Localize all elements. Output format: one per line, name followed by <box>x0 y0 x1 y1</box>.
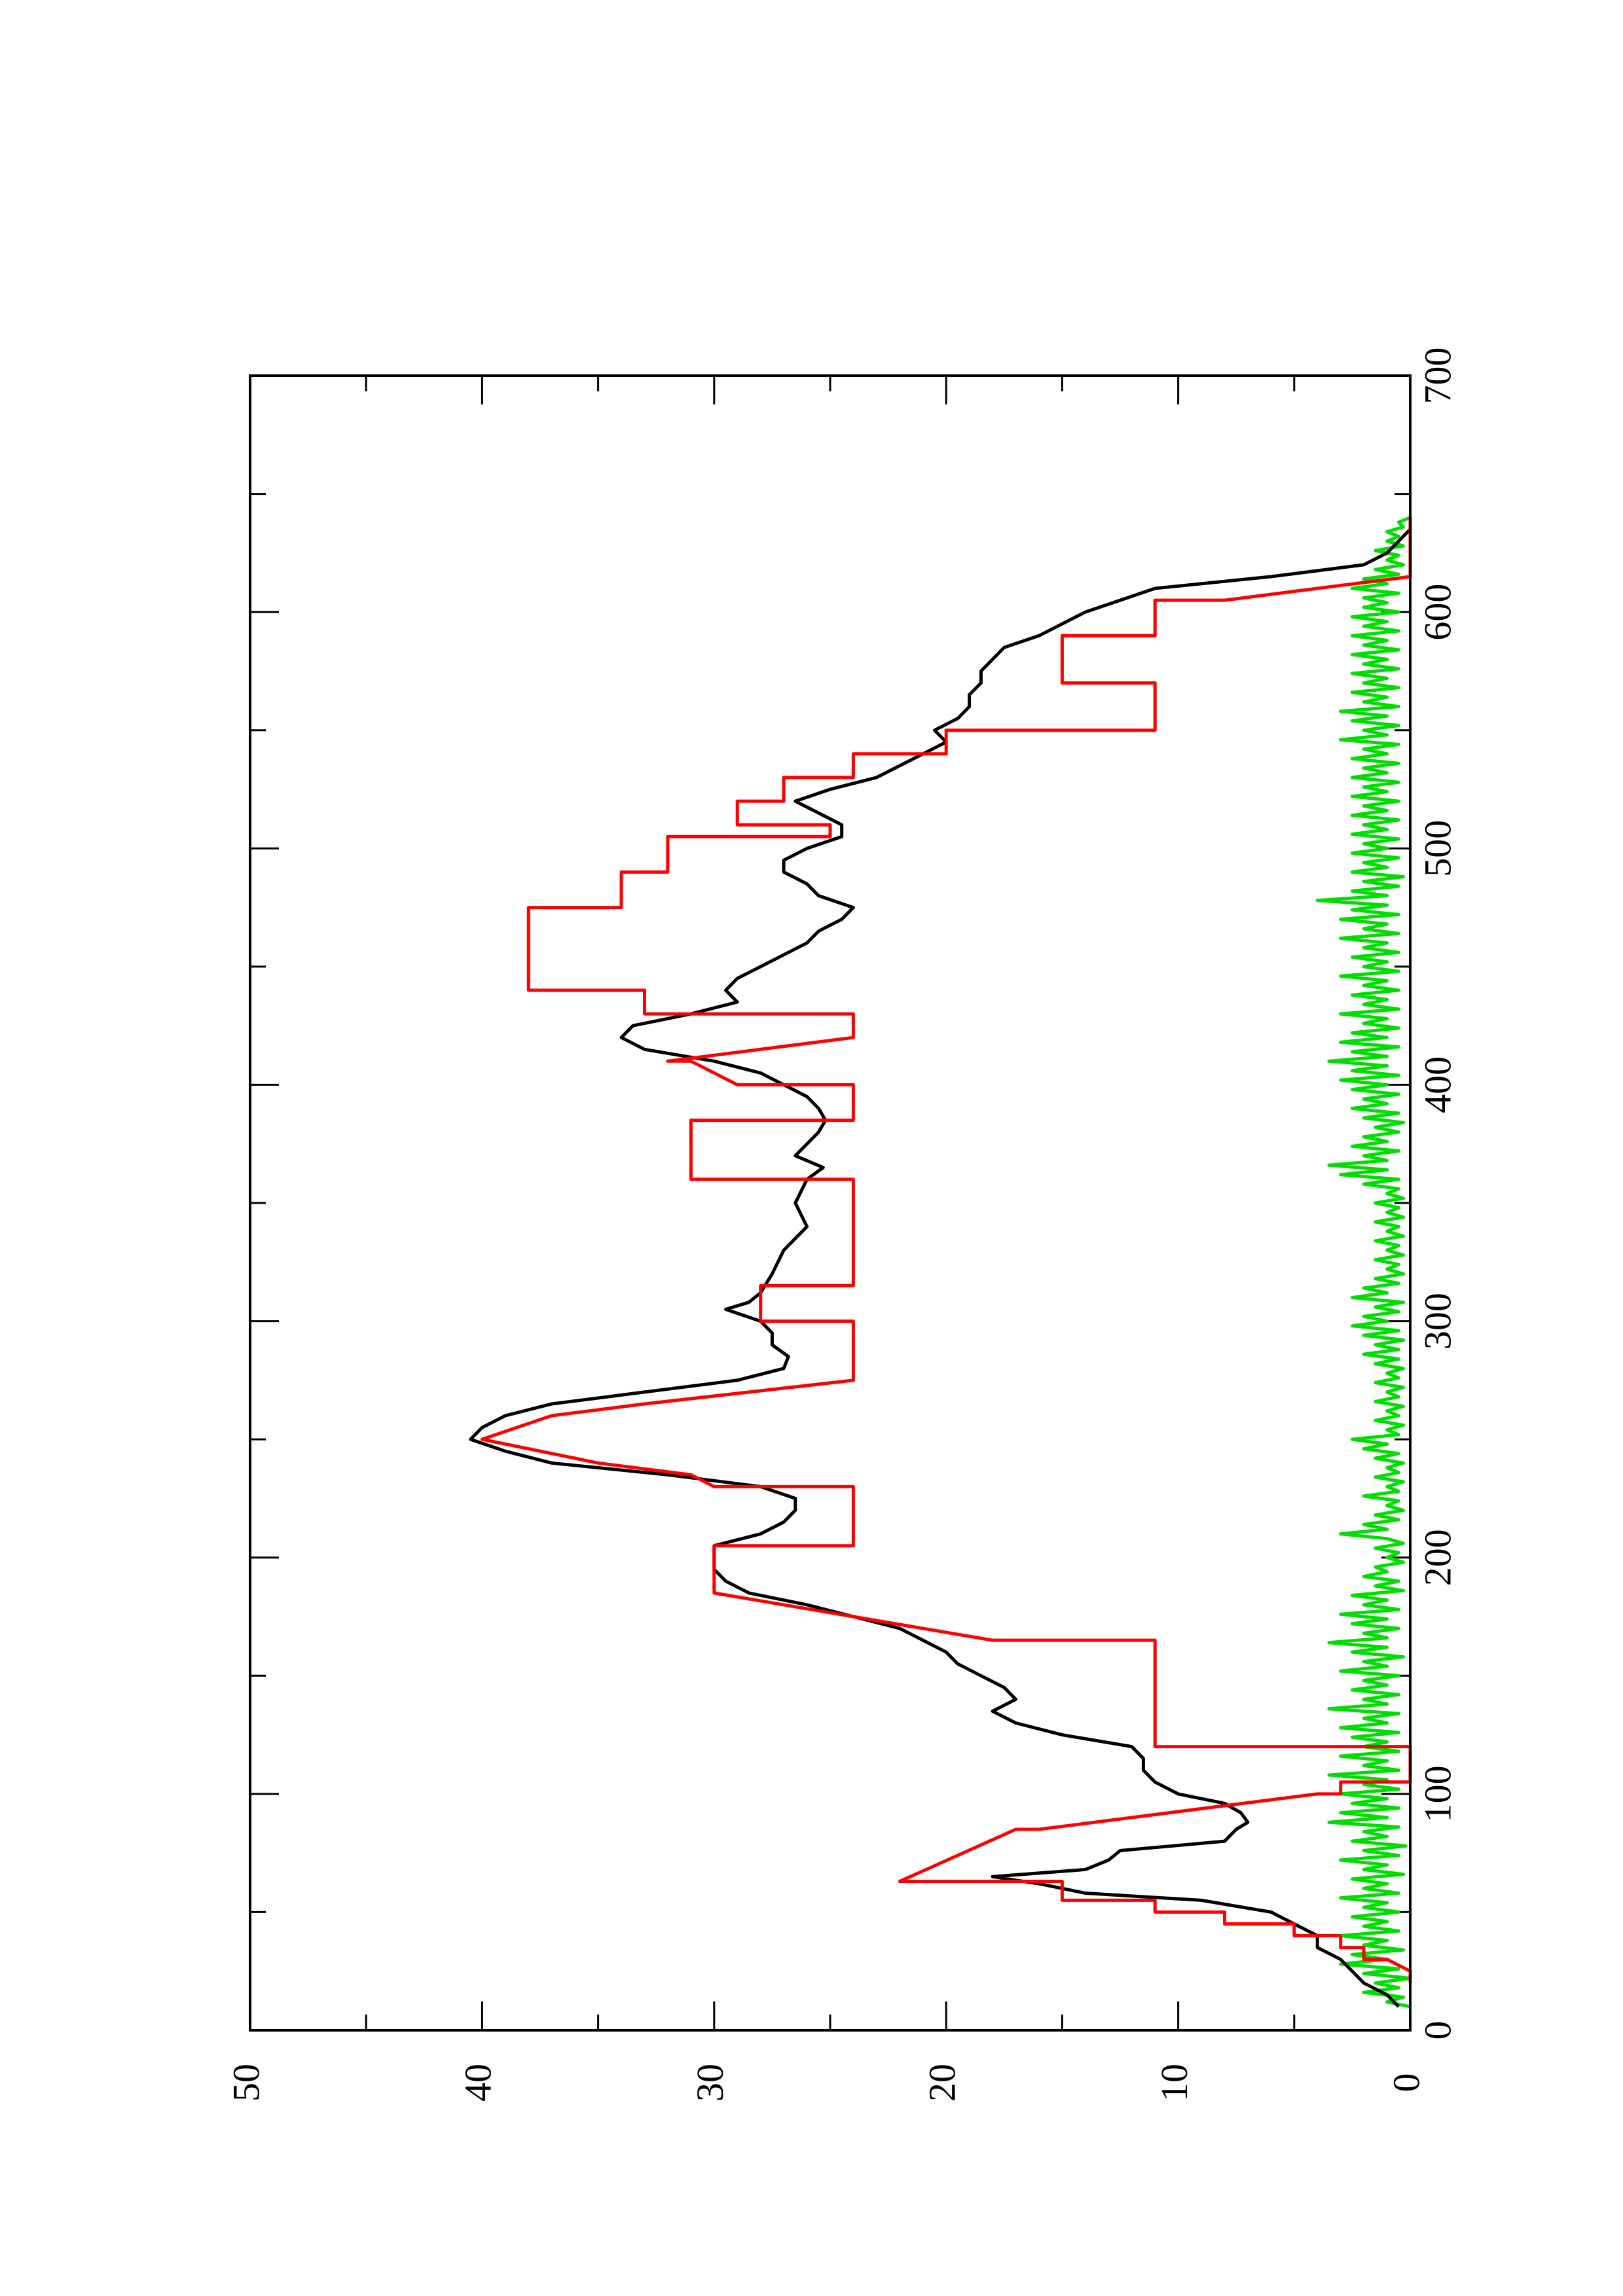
x-tick-label: 0 <box>1416 2021 1459 2040</box>
tick-layer <box>249 374 1412 2032</box>
series-line-1 <box>480 517 1412 1983</box>
y-tick-label: 40 <box>457 2064 500 2102</box>
series-line-0 <box>469 528 1412 2008</box>
series-layer <box>469 516 1412 2009</box>
y-tick-label: 30 <box>689 2064 731 2102</box>
x-tick-label: 500 <box>1416 820 1459 877</box>
x-tick-label: 100 <box>1416 1765 1459 1822</box>
x-tick-label: 300 <box>1416 1293 1459 1350</box>
x-tick-label: 400 <box>1416 1056 1459 1113</box>
plot-frame <box>249 374 1412 2032</box>
x-tick-label: 700 <box>1416 348 1459 404</box>
y-tick-label: 50 <box>225 2064 267 2102</box>
series-line-2 <box>1315 516 1412 2009</box>
y-tick-label: 0 <box>1385 2073 1427 2092</box>
tick-label-layer: 0 100 200 300 400 500 600 700 0 10 20 30 40 50 <box>225 348 1459 2102</box>
y-tick-label: 10 <box>1153 2064 1195 2102</box>
x-tick-label: 600 <box>1416 584 1459 641</box>
x-tick-label: 200 <box>1416 1529 1459 1586</box>
y-tick-label: 20 <box>921 2064 964 2102</box>
